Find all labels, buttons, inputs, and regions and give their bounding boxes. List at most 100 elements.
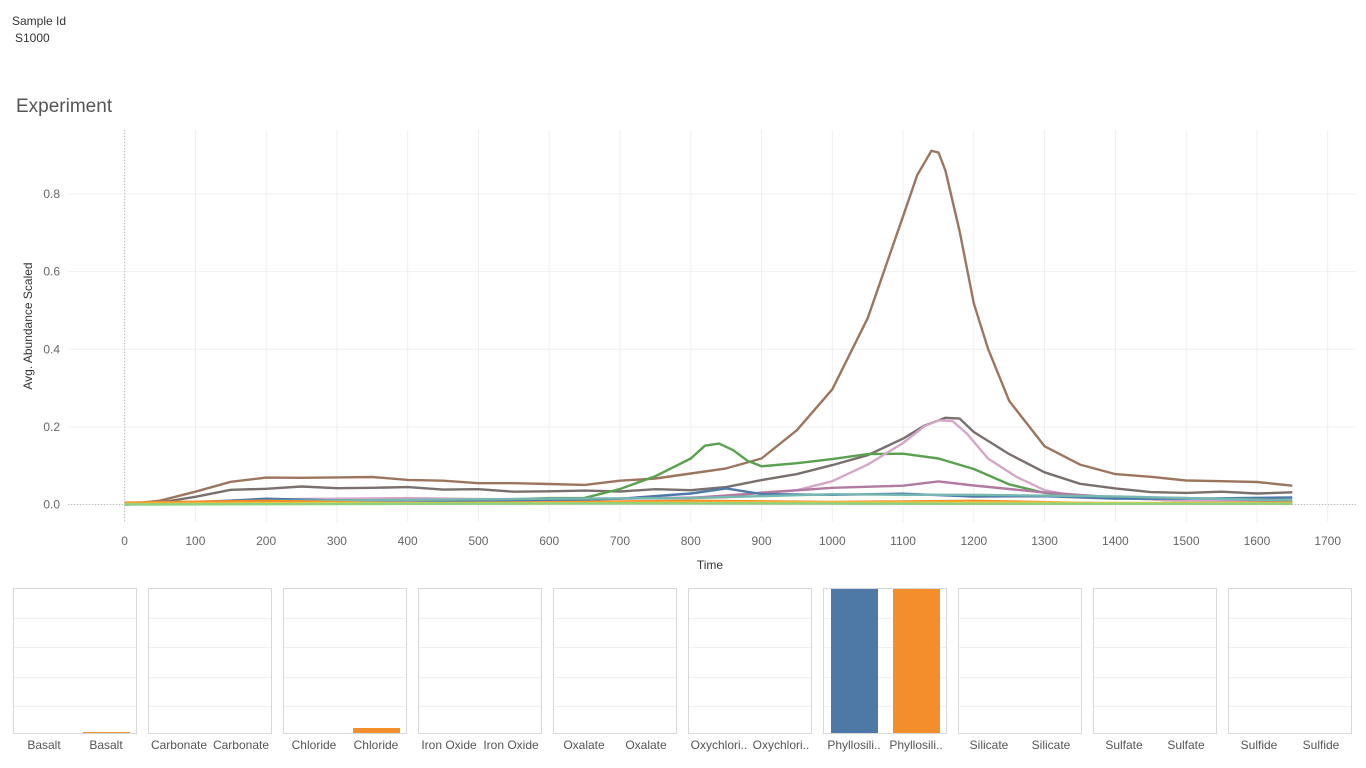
bar-category-label: Iron Oxide: [483, 738, 539, 752]
panel-gridline: [689, 705, 811, 707]
x-tick-label: 1200: [960, 534, 987, 548]
panel-gridline: [554, 705, 676, 707]
bar-category-label: Chloride: [353, 738, 399, 752]
bar-panel: [1093, 588, 1217, 734]
bar-category-label: Carbonate: [150, 738, 208, 752]
grid-layer: [68, 130, 1356, 522]
panel-gridline: [284, 705, 406, 707]
panel-gridline: [959, 647, 1081, 649]
bar-category-label: Sulfate: [1167, 738, 1205, 752]
bar-category-label: Silicate: [969, 738, 1009, 752]
panel-gridline: [419, 618, 541, 620]
bar-panel: [283, 588, 407, 734]
x-tick-label: 700: [610, 534, 630, 548]
bar-category-label: Basalt: [27, 738, 61, 752]
bar-category-label: Oxychlori..: [690, 738, 748, 752]
bar-category-label: Carbonate: [212, 738, 270, 752]
x-tick-label: 1000: [819, 534, 846, 548]
panel-gridline: [554, 676, 676, 678]
sample-id-filter-title: Sample Id: [12, 14, 67, 28]
panel-gridline: [149, 647, 271, 649]
bar-category-label: Sulfate: [1105, 738, 1143, 752]
panel-gridline: [554, 647, 676, 649]
sheet-title: Experiment: [16, 96, 113, 117]
panel-gridline: [284, 676, 406, 678]
bar-orange[interactable]: [83, 731, 130, 733]
bar-panel: [553, 588, 677, 734]
bar-orange[interactable]: [353, 727, 400, 733]
panel-gridline: [824, 647, 946, 649]
sample-id-filter-value[interactable]: S1000: [15, 31, 50, 45]
panel-gridline: [824, 705, 946, 707]
bar-category-label: Silicate: [1031, 738, 1071, 752]
bar-category-label: Chloride: [291, 738, 337, 752]
panel-gridline: [1229, 705, 1351, 707]
panel-gridline: [14, 618, 136, 620]
panel-gridline: [1094, 676, 1216, 678]
bar-category-label: Phyllosili..: [889, 738, 943, 752]
x-tick-label: 900: [752, 534, 772, 548]
series-lines: [124, 149, 1293, 506]
bar-category-label: Sulfide: [1240, 738, 1278, 752]
panel-gridline: [419, 676, 541, 678]
bar-panel: [823, 588, 947, 734]
x-tick-label: 500: [468, 534, 488, 548]
panel-gridline: [149, 618, 271, 620]
panel-gridline: [1094, 705, 1216, 707]
panel-gridline: [824, 676, 946, 678]
x-tick-label: 1600: [1244, 534, 1271, 548]
bar-category-label: Oxychlori..: [752, 738, 810, 752]
line-chart[interactable]: 0 100 200 300 400 500 600 700 800 900 1000 1100 1200…: [0, 120, 1366, 580]
x-tick-label: 1300: [1031, 534, 1058, 548]
bar-category-label: Sulfide: [1302, 738, 1340, 752]
panel-gridline: [824, 618, 946, 620]
x-tick-label: 1500: [1173, 534, 1200, 548]
bar-panel: [688, 588, 812, 734]
x-tick-label: 1100: [890, 534, 916, 548]
panel-gridline: [959, 676, 1081, 678]
y-tick-label: 0.6: [43, 265, 60, 279]
panel-gridline: [284, 618, 406, 620]
y-axis-label: Avg. Abundance Scaled: [21, 262, 35, 389]
y-tick-label: 0.4: [43, 342, 60, 356]
y-tick-label: 0.2: [43, 420, 60, 434]
panel-gridline: [1094, 618, 1216, 620]
panel-gridline: [689, 647, 811, 649]
panel-gridline: [689, 676, 811, 678]
panel-gridline: [1229, 647, 1351, 649]
panel-gridline: [284, 647, 406, 649]
y-tick-label: 0.0: [43, 498, 60, 512]
panel-gridline: [959, 618, 1081, 620]
x-tick-label: 0: [121, 534, 128, 548]
x-tick-label: 1400: [1102, 534, 1129, 548]
panel-gridline: [149, 705, 271, 707]
bar-category-label: Phyllosili..: [827, 738, 881, 752]
x-tick-label: 300: [327, 534, 347, 548]
panel-gridline: [14, 647, 136, 649]
series-line-6[interactable]: [124, 493, 1293, 506]
x-tick-label: 1700: [1314, 534, 1341, 548]
panel-gridline: [554, 618, 676, 620]
tick-layer: 0 100 200 300 400 500 600 700 800 900 1000 1100 1200…: [43, 187, 1341, 548]
x-tick-label: 100: [185, 534, 205, 548]
x-tick-label: 400: [398, 534, 418, 548]
panel-gridline: [1094, 647, 1216, 649]
series-line-9[interactable]: [124, 502, 1293, 506]
bar-category-label: Basalt: [89, 738, 123, 752]
bar-category-label: Oxalate: [625, 738, 667, 752]
bar-category-label: Oxalate: [563, 738, 605, 752]
bar-panel: [1228, 588, 1352, 734]
bar-panel: [958, 588, 1082, 734]
panel-gridline: [419, 705, 541, 707]
series-line-1[interactable]: [124, 416, 1293, 506]
bar-panel: [148, 588, 272, 734]
x-tick-label: 600: [539, 534, 559, 548]
bar-orange[interactable]: [893, 589, 940, 733]
panel-gridline: [14, 676, 136, 678]
panel-gridline: [419, 647, 541, 649]
panel-gridline: [959, 705, 1081, 707]
panel-gridline: [14, 705, 136, 707]
bar-blue[interactable]: [831, 589, 878, 733]
bar-panel: [13, 588, 137, 734]
series-line-0[interactable]: [124, 149, 1293, 506]
